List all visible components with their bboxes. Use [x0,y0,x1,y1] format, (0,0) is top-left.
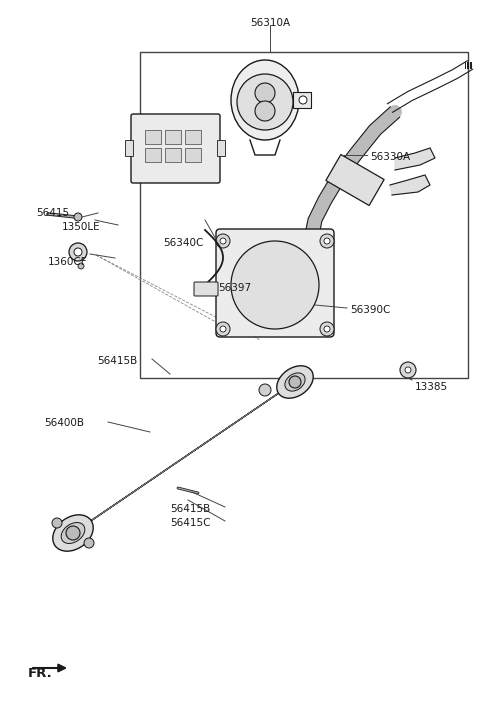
Polygon shape [395,148,435,170]
Circle shape [299,96,307,104]
FancyBboxPatch shape [194,282,218,296]
Ellipse shape [231,60,299,140]
Text: 56330A: 56330A [370,152,410,162]
Circle shape [405,367,411,373]
Circle shape [243,253,307,317]
Circle shape [237,74,293,130]
Circle shape [320,322,334,336]
Bar [165,148,181,162]
Circle shape [257,267,293,303]
Circle shape [400,362,416,378]
Polygon shape [390,175,430,195]
Text: 56415: 56415 [36,208,69,218]
Text: 1350LE: 1350LE [62,222,101,232]
Bar [185,148,201,162]
Circle shape [52,518,62,528]
Circle shape [289,376,301,388]
Text: 56415B: 56415B [97,356,137,366]
Bar [145,130,161,144]
Text: 13385: 13385 [415,382,448,392]
Text: FR.: FR. [28,667,53,680]
Circle shape [231,241,319,329]
Circle shape [74,248,82,256]
Circle shape [267,277,283,293]
Bar [185,130,201,144]
Circle shape [255,101,275,121]
Circle shape [216,234,230,248]
Ellipse shape [61,523,85,543]
Circle shape [220,238,226,244]
Text: 56390C: 56390C [350,305,390,315]
FancyBboxPatch shape [131,114,220,183]
Circle shape [66,526,80,540]
Ellipse shape [277,366,313,398]
Circle shape [259,384,271,396]
Bar [165,130,181,144]
Circle shape [69,243,87,261]
Circle shape [78,263,84,269]
Text: 56415B: 56415B [170,504,210,514]
Bar [217,140,225,156]
FancyBboxPatch shape [216,229,334,337]
Text: 56340C: 56340C [163,238,204,248]
Circle shape [324,326,330,332]
Bar [125,140,133,156]
Bar [145,148,161,162]
Text: 1360CF: 1360CF [48,257,88,267]
Circle shape [84,538,94,548]
Text: 56400B: 56400B [44,418,84,428]
Text: 56397: 56397 [218,283,251,293]
Bar [293,92,311,108]
Polygon shape [69,379,299,536]
Circle shape [220,326,226,332]
Circle shape [74,213,82,221]
Circle shape [324,238,330,244]
Ellipse shape [285,373,305,391]
Circle shape [320,234,334,248]
Circle shape [255,83,275,103]
Bar [140,52,468,378]
Text: 56415C: 56415C [170,518,211,528]
Circle shape [216,322,230,336]
Text: 56310A: 56310A [250,18,290,28]
Ellipse shape [53,515,93,551]
Bar [326,154,384,205]
